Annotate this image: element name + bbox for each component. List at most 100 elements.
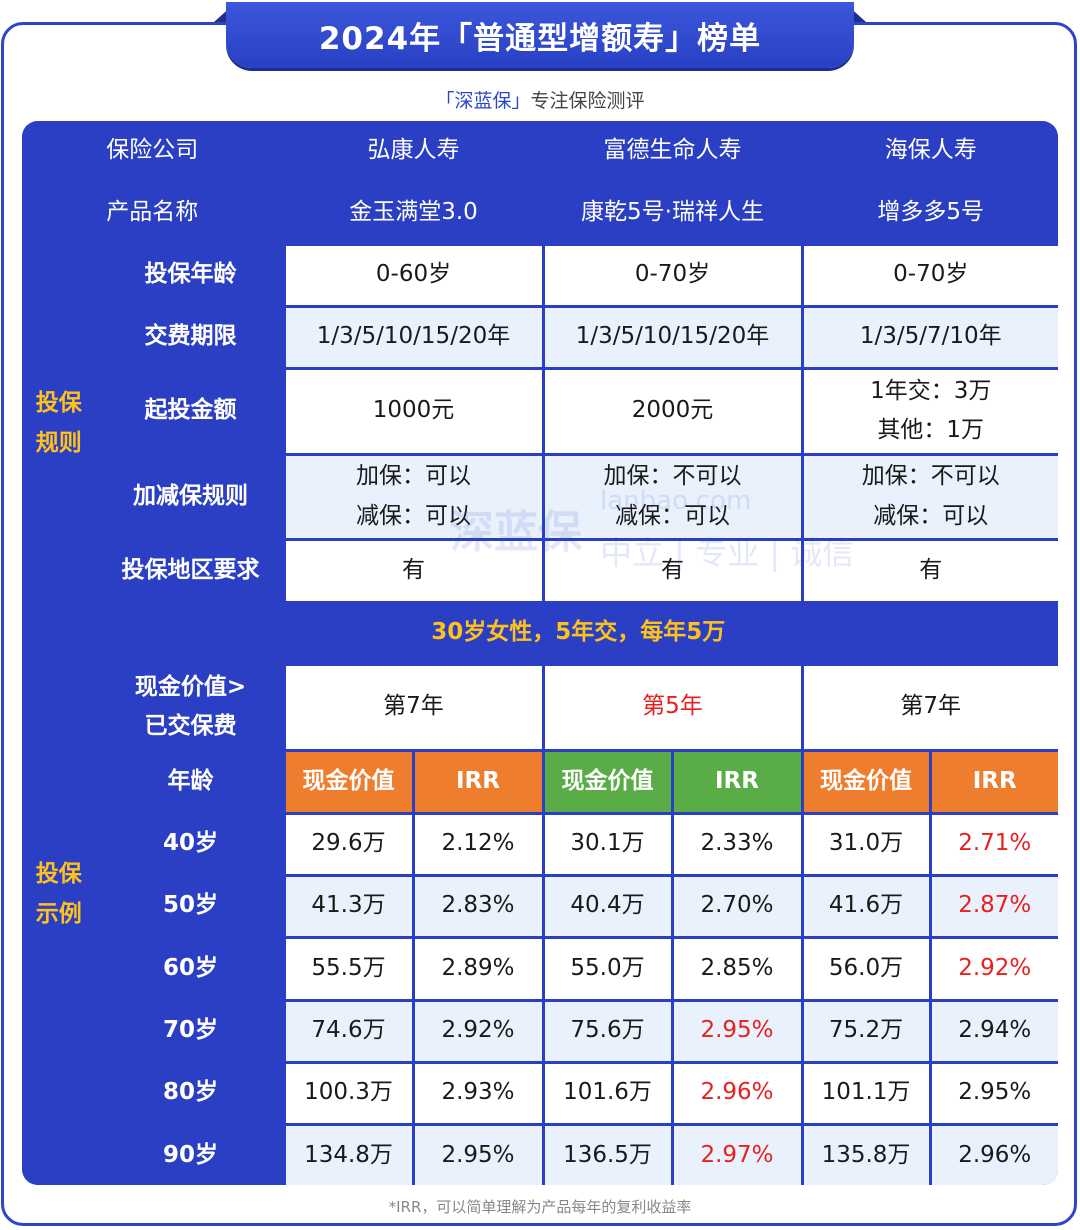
rule-value-line: 减保：可以 (873, 502, 989, 529)
cash-value-header: 现金价值 (803, 751, 929, 812)
cash-value-cell: 55.5万 (285, 938, 412, 999)
rule-value: 0-70岁 (544, 245, 801, 305)
product-name: 增多多5号 (803, 183, 1058, 243)
cash-value-cell: 29.6万 (285, 814, 412, 874)
header-product-label: 产品名称 (22, 183, 283, 243)
cash-value-header: 现金价值 (285, 751, 412, 812)
cash-value-cell: 75.2万 (803, 1001, 929, 1061)
irr-cell: 2.89% (414, 938, 542, 999)
cash-value-cell: 75.6万 (544, 1001, 671, 1061)
rule-value: 1000元 (285, 369, 542, 453)
irr-header: IRR (931, 751, 1058, 812)
rule-label: 投保年龄 (98, 245, 283, 305)
rule-value: 有 (803, 540, 1058, 601)
rule-value-line: 减保：可以 (615, 502, 730, 529)
cash-value-cell: 136.5万 (544, 1125, 671, 1185)
age-cell: 90岁 (98, 1125, 283, 1185)
page-title: 2024年「普通型增额寿」榜单 (226, 2, 854, 68)
scenario-banner: 30岁女性，5年交，每年5万 (98, 603, 1058, 663)
age-cell: 60岁 (98, 938, 283, 999)
rule-value: 加保：不可以 减保：可以 (803, 455, 1058, 538)
cash-value-cell: 74.6万 (285, 1001, 412, 1061)
irr-cell: 2.71% (931, 814, 1058, 874)
subtitle: 「深蓝保」专注保险测评 (0, 86, 1080, 113)
rule-value-line: 1年交：3万 (870, 377, 992, 404)
cash-value-cell: 30.1万 (544, 814, 671, 874)
irr-cell: 2.95% (931, 1063, 1058, 1123)
rule-value: 有 (285, 540, 542, 601)
section-label-line: 规则 (35, 430, 82, 456)
cash-value-cell: 31.0万 (803, 814, 929, 874)
irr-cell: 2.92% (414, 1001, 542, 1061)
rule-value-line: 2000元 (631, 397, 714, 424)
irr-cell: 2.95% (414, 1125, 542, 1185)
irr-cell: 2.96% (673, 1063, 801, 1123)
product-name: 金玉满堂3.0 (285, 183, 542, 243)
breakeven-year: 第5年 (544, 665, 801, 749)
section-label-line: 投保 (35, 389, 82, 416)
cv-label-line: 已交保费 (144, 713, 237, 739)
rule-value-line: 1000元 (372, 397, 455, 424)
rule-label: 交费期限 (98, 307, 283, 367)
rule-value: 2000元 (544, 369, 801, 453)
cash-value-header: 现金价值 (544, 751, 671, 812)
irr-cell: 2.87% (931, 876, 1058, 936)
irr-cell: 2.85% (673, 938, 801, 999)
cash-value-cell: 134.8万 (285, 1125, 412, 1185)
rule-value-line: 加保：不可以 (861, 463, 1000, 490)
rule-label: 投保地区要求 (98, 540, 283, 601)
irr-cell: 2.83% (414, 876, 542, 936)
cv-label-line: 现金价值> (134, 673, 247, 700)
cash-value-cell: 41.3万 (285, 876, 412, 936)
cash-value-cell: 56.0万 (803, 938, 929, 999)
rule-value: 0-60岁 (285, 245, 542, 305)
irr-cell: 2.93% (414, 1063, 542, 1123)
irr-cell: 2.12% (414, 814, 542, 874)
section-label-line: 示例 (35, 901, 82, 928)
rule-value: 加保：不可以 减保：可以 (544, 455, 801, 538)
rule-value: 加保：可以 减保：可以 (285, 455, 542, 538)
section-label-rules: 投保 规则 (22, 245, 96, 601)
rule-value: 1/3/5/7/10年 (803, 307, 1058, 367)
footnote: *IRR，可以简单理解为产品每年的复利收益率 (388, 1198, 692, 1216)
cash-value-cell: 41.6万 (803, 876, 929, 936)
age-cell: 80岁 (98, 1063, 283, 1123)
irr-header: IRR (673, 751, 801, 812)
irr-cell: 2.95% (673, 1001, 801, 1061)
cash-value-cell: 135.8万 (803, 1125, 929, 1185)
cash-value-cell: 101.6万 (544, 1063, 671, 1123)
subtitle-brand: 「深蓝保」 (435, 90, 531, 112)
age-cell: 70岁 (98, 1001, 283, 1061)
cv-label: 现金价值> 已交保费 (98, 665, 283, 749)
age-cell: 40岁 (98, 814, 283, 874)
irr-cell: 2.70% (673, 876, 801, 936)
product-name: 康乾5号·瑞祥人生 (544, 183, 801, 243)
age-cell: 50岁 (98, 876, 283, 936)
rule-label: 加减保规则 (98, 455, 283, 538)
section-label-example: 投保 示例 (22, 603, 96, 1185)
breakeven-year: 第7年 (285, 665, 542, 749)
rule-value-line: 其他：1万 (877, 417, 985, 443)
irr-header: IRR (414, 751, 542, 812)
company-name: 弘康人寿 (285, 121, 542, 181)
rule-value: 1/3/5/10/15/20年 (544, 307, 801, 367)
irr-cell: 2.94% (931, 1001, 1058, 1061)
cash-value-cell: 40.4万 (544, 876, 671, 936)
header-company-label: 保险公司 (22, 121, 283, 181)
company-name: 富德生命人寿 (544, 121, 801, 181)
cash-value-cell: 55.0万 (544, 938, 671, 999)
irr-cell: 2.97% (673, 1125, 801, 1185)
rule-value-line: 加保：不可以 (603, 463, 742, 490)
comparison-table: 保险公司 产品名称 弘康人寿 金玉满堂3.0 富德生命人寿 康乾5号·瑞祥人生 海保人寿 增多… (22, 121, 1058, 1185)
rule-value: 1/3/5/10/15/20年 (285, 307, 542, 367)
section-label-line: 投保 (35, 861, 82, 887)
rule-value-line: 减保：可以 (356, 502, 471, 529)
breakeven-year: 第7年 (803, 665, 1058, 749)
cash-value-cell: 101.1万 (803, 1063, 929, 1123)
subtitle-text: 专注保险测评 (530, 90, 645, 112)
rule-value: 0-70岁 (803, 245, 1058, 305)
cash-value-cell: 100.3万 (285, 1063, 412, 1123)
company-name: 海保人寿 (803, 121, 1058, 181)
rule-value: 1年交：3万 其他：1万 (803, 369, 1058, 453)
irr-cell: 2.33% (673, 814, 801, 874)
